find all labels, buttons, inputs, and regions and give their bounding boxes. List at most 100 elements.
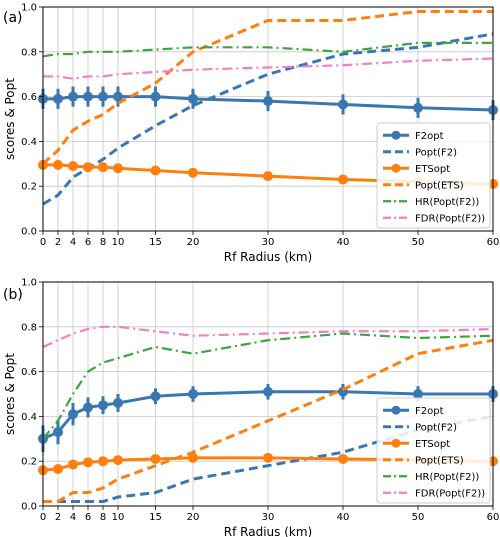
panel-label: (a): [3, 10, 23, 26]
data-point: [98, 162, 108, 173]
series-line-Popt(F2): [42, 32, 494, 206]
legend-entry: Popt(ETS): [415, 180, 464, 191]
x-tick-label: 60: [487, 512, 500, 523]
x-tick-label: 50: [412, 512, 425, 523]
legend-entry: Popt(F2): [415, 147, 457, 158]
x-tick-label: 15: [149, 512, 162, 523]
x-tick-label: 30: [262, 237, 275, 248]
data-point: [113, 455, 123, 466]
series-line-HR(Popt(F2)): [42, 332, 494, 440]
legend-entry: HR(Popt(F2)): [415, 472, 479, 483]
x-tick-label: 6: [85, 512, 91, 523]
data-point: [338, 453, 348, 464]
legend: F2opt Popt(F2) ETSopt Popt(ETS) HR(Popt(F2))…: [376, 122, 491, 229]
data-point: [413, 102, 423, 113]
data-point: [263, 96, 273, 107]
y-tick-label: 0.2: [21, 457, 37, 468]
data-point: [53, 464, 63, 475]
data-point: [83, 162, 93, 173]
x-axis-label: Rf Radius (km): [224, 525, 312, 537]
x-tick-label: 10: [112, 512, 125, 523]
data-point: [68, 161, 78, 172]
data-point: [113, 397, 123, 408]
data-point: [53, 93, 63, 104]
x-tick-label: 2: [55, 512, 61, 523]
y-tick-label: 0.6: [21, 92, 37, 103]
data-point: [83, 402, 93, 413]
y-tick-label: 0.0: [21, 502, 37, 513]
data-point: [68, 459, 78, 470]
y-tick-label: 1.0: [21, 3, 37, 14]
series-line-HR(Popt(F2)): [42, 41, 493, 58]
data-point: [263, 452, 273, 463]
data-point: [188, 389, 198, 399]
x-tick-label: 8: [100, 512, 106, 523]
data-point: [113, 91, 123, 102]
x-tick-label: 60: [487, 237, 500, 248]
data-point: [188, 452, 198, 463]
x-tick-label: 0: [40, 237, 46, 248]
x-tick-label: 4: [70, 512, 76, 523]
chart-panel-2: 0 2 4 6 8 10 15 20 30 40 50 60 0.0 0.2 0.4 0.6 0.8 1.0 Rf …: [3, 278, 499, 537]
legend-entry: Popt(F2): [415, 422, 457, 433]
legend-marker: [391, 130, 401, 140]
x-tick-label: 2: [55, 237, 61, 248]
x-tick-label: 20: [187, 512, 200, 523]
x-tick-label: 8: [100, 237, 106, 248]
data-point: [150, 453, 161, 464]
data-point: [413, 389, 423, 399]
data-point: [338, 174, 348, 185]
y-tick-label: 0.8: [21, 47, 37, 58]
legend-entry: Popt(ETS): [415, 455, 464, 466]
y-tick-label: 0.6: [21, 367, 37, 378]
data-point: [263, 171, 273, 182]
x-axis-label: Rf Radius (km): [224, 250, 312, 264]
y-tick-label: 0.4: [21, 137, 37, 148]
legend-marker: [391, 163, 401, 173]
y-axis-label: scores & Popt: [3, 353, 17, 435]
data-point: [263, 386, 273, 397]
legend-entry: F2opt: [415, 406, 444, 417]
y-tick-label: 0.0: [21, 227, 37, 238]
x-tick-label: 0: [40, 512, 46, 523]
legend-entry: ETSopt: [415, 439, 450, 450]
legend-entry: ETSopt: [415, 164, 450, 175]
data-point: [68, 91, 78, 102]
data-point: [150, 391, 161, 402]
data-point: [68, 409, 78, 420]
series-line-Popt(ETS): [41, 9, 493, 165]
data-point: [53, 159, 63, 170]
data-point: [98, 91, 108, 102]
chart-panel-1: 0 2 4 6 8 10 15 20 30 40 50 60 0.0 0.2 0.4 0.6 0.8 1.0 Rf …: [3, 3, 499, 265]
x-tick-label: 30: [262, 512, 275, 523]
legend-entry: HR(Popt(F2)): [415, 197, 479, 208]
legend-marker: [391, 438, 401, 448]
data-point: [150, 165, 161, 176]
data-point: [83, 91, 93, 102]
x-tick-label: 10: [112, 237, 125, 248]
legend-entry: FDR(Popt(F2)): [415, 213, 485, 224]
data-point: [98, 400, 108, 411]
y-tick-label: 0.8: [21, 322, 37, 333]
y-tick-label: 1.0: [21, 278, 37, 289]
x-tick-label: 15: [149, 237, 162, 248]
x-tick-label: 20: [187, 237, 200, 248]
legend-entry: FDR(Popt(F2)): [415, 488, 485, 499]
data-point: [53, 427, 63, 438]
x-tick-label: 40: [337, 512, 350, 523]
y-tick-label: 0.4: [21, 412, 37, 423]
x-tick-label: 50: [412, 237, 425, 248]
x-tick-label: 40: [337, 237, 350, 248]
data-point: [83, 457, 93, 468]
data-point: [150, 91, 161, 102]
data-point: [338, 99, 348, 110]
data-point: [188, 93, 198, 104]
legend-entry: F2opt: [415, 131, 444, 142]
series-line-Popt(ETS): [43, 338, 494, 504]
legend-marker: [391, 405, 401, 415]
x-tick-label: 6: [85, 237, 91, 248]
series-line-FDR(Popt(F2)): [43, 57, 494, 80]
panel-label: (b): [3, 287, 23, 303]
y-axis-label: scores & Popt: [3, 78, 17, 160]
